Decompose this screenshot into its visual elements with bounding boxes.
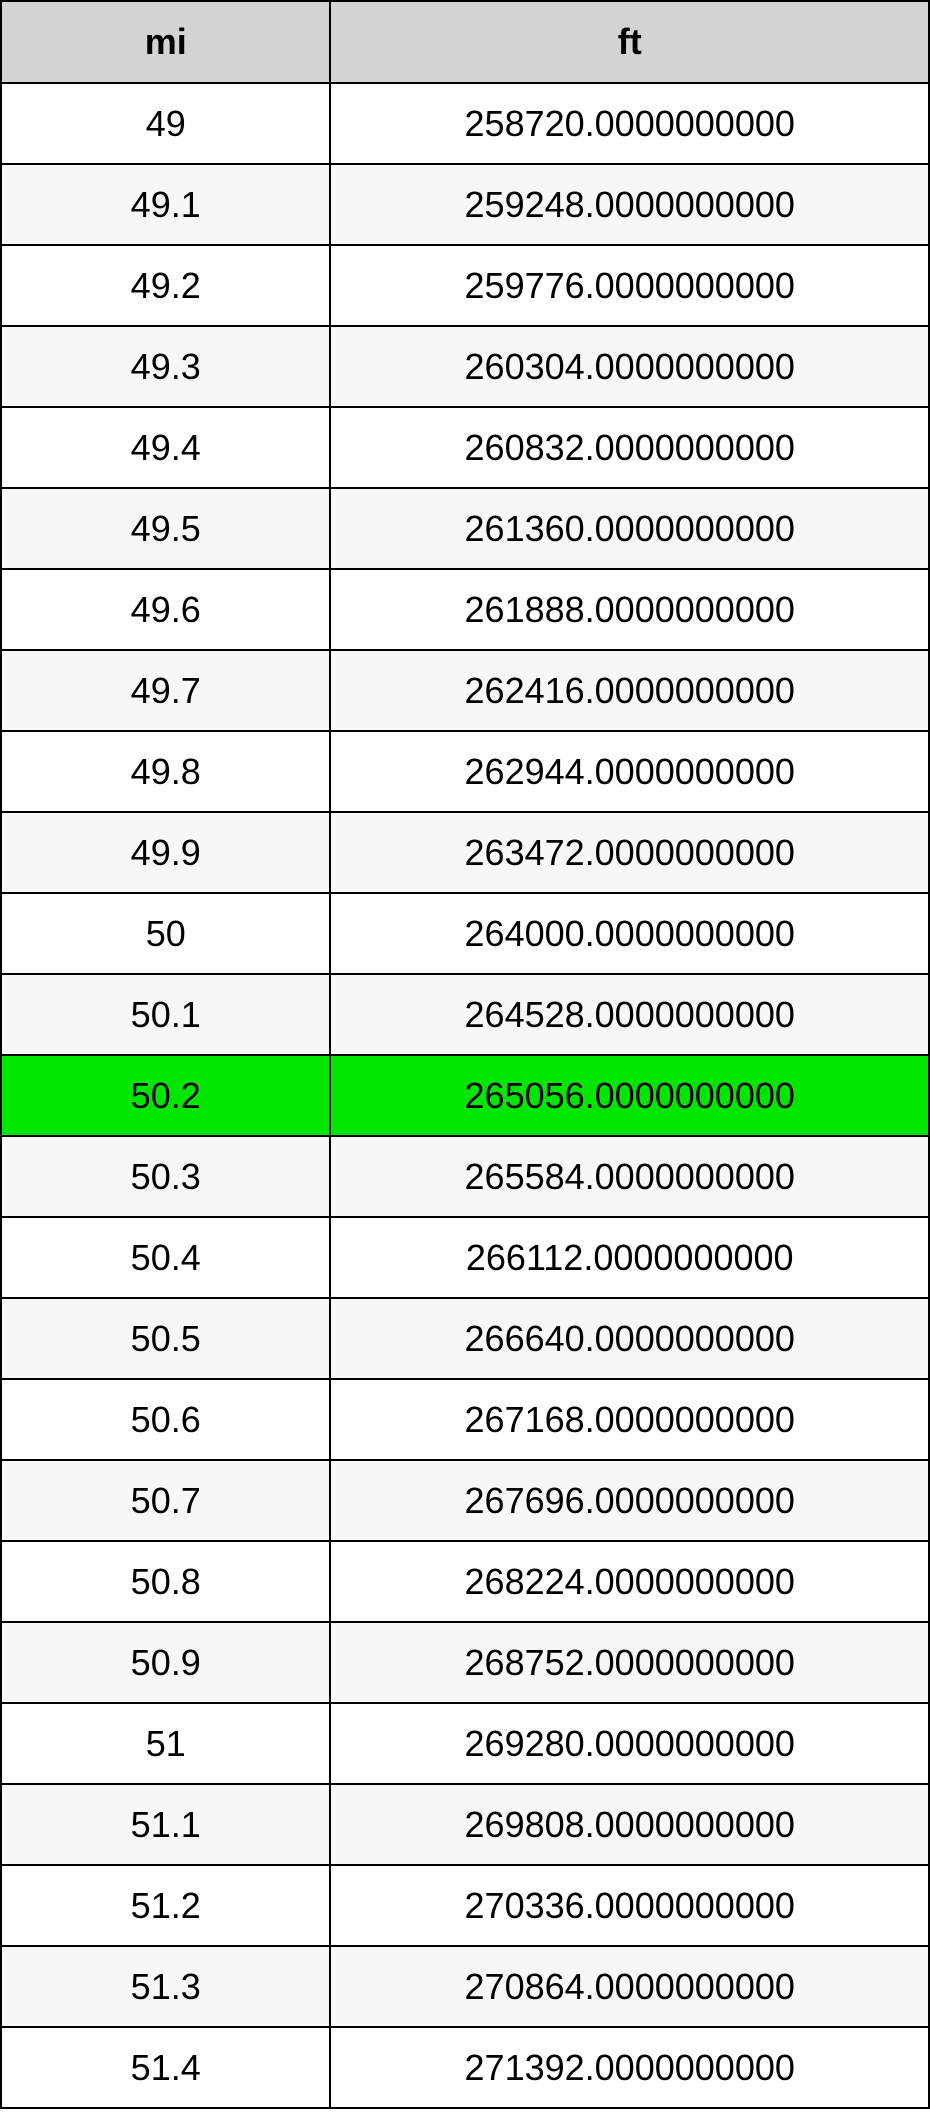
cell-ft: 264528.0000000000 (330, 974, 929, 1055)
cell-ft: 261888.0000000000 (330, 569, 929, 650)
cell-ft: 269808.0000000000 (330, 1784, 929, 1865)
cell-ft: 259248.0000000000 (330, 164, 929, 245)
cell-mi: 50.1 (1, 974, 330, 1055)
cell-ft: 263472.0000000000 (330, 812, 929, 893)
cell-mi: 51.4 (1, 2027, 330, 2108)
cell-mi: 49.3 (1, 326, 330, 407)
table-row: 51.4271392.0000000000 (1, 2027, 929, 2108)
table-row: 51.2270336.0000000000 (1, 1865, 929, 1946)
cell-mi: 50.3 (1, 1136, 330, 1217)
table-row: 50.2265056.0000000000 (1, 1055, 929, 1136)
cell-ft: 259776.0000000000 (330, 245, 929, 326)
table-row: 49.6261888.0000000000 (1, 569, 929, 650)
cell-mi: 51.2 (1, 1865, 330, 1946)
table-row: 50264000.0000000000 (1, 893, 929, 974)
cell-ft: 258720.0000000000 (330, 83, 929, 164)
table-row: 50.4266112.0000000000 (1, 1217, 929, 1298)
cell-ft: 266640.0000000000 (330, 1298, 929, 1379)
table-row: 50.8268224.0000000000 (1, 1541, 929, 1622)
table-row: 49.7262416.0000000000 (1, 650, 929, 731)
table-body: 49258720.000000000049.1259248.0000000000… (1, 83, 929, 2108)
cell-mi: 49.5 (1, 488, 330, 569)
table-row: 50.3265584.0000000000 (1, 1136, 929, 1217)
cell-mi: 49.2 (1, 245, 330, 326)
cell-ft: 262944.0000000000 (330, 731, 929, 812)
cell-mi: 50.4 (1, 1217, 330, 1298)
cell-ft: 270864.0000000000 (330, 1946, 929, 2027)
table-row: 49258720.0000000000 (1, 83, 929, 164)
cell-ft: 267696.0000000000 (330, 1460, 929, 1541)
table-row: 50.7267696.0000000000 (1, 1460, 929, 1541)
column-header-ft: ft (330, 1, 929, 83)
table-header-row: mi ft (1, 1, 929, 83)
cell-ft: 270336.0000000000 (330, 1865, 929, 1946)
cell-mi: 49.9 (1, 812, 330, 893)
cell-mi: 50.5 (1, 1298, 330, 1379)
cell-mi: 50.7 (1, 1460, 330, 1541)
cell-mi: 50.6 (1, 1379, 330, 1460)
table-row: 49.2259776.0000000000 (1, 245, 929, 326)
table-row: 49.9263472.0000000000 (1, 812, 929, 893)
cell-ft: 269280.0000000000 (330, 1703, 929, 1784)
cell-mi: 50.8 (1, 1541, 330, 1622)
cell-ft: 265584.0000000000 (330, 1136, 929, 1217)
cell-ft: 268752.0000000000 (330, 1622, 929, 1703)
table-row: 51.1269808.0000000000 (1, 1784, 929, 1865)
cell-mi: 49.4 (1, 407, 330, 488)
cell-ft: 260832.0000000000 (330, 407, 929, 488)
cell-ft: 265056.0000000000 (330, 1055, 929, 1136)
table-row: 49.1259248.0000000000 (1, 164, 929, 245)
table-row: 50.1264528.0000000000 (1, 974, 929, 1055)
cell-mi: 49.6 (1, 569, 330, 650)
cell-mi: 49 (1, 83, 330, 164)
cell-ft: 264000.0000000000 (330, 893, 929, 974)
cell-mi: 50.2 (1, 1055, 330, 1136)
table-row: 51.3270864.0000000000 (1, 1946, 929, 2027)
table-row: 50.6267168.0000000000 (1, 1379, 929, 1460)
cell-mi: 49.1 (1, 164, 330, 245)
cell-ft: 271392.0000000000 (330, 2027, 929, 2108)
cell-ft: 266112.0000000000 (330, 1217, 929, 1298)
table-row: 49.4260832.0000000000 (1, 407, 929, 488)
cell-mi: 49.8 (1, 731, 330, 812)
table-row: 49.5261360.0000000000 (1, 488, 929, 569)
cell-mi: 51.3 (1, 1946, 330, 2027)
conversion-table: mi ft 49258720.000000000049.1259248.0000… (0, 0, 930, 2109)
table-row: 50.9268752.0000000000 (1, 1622, 929, 1703)
cell-mi: 51 (1, 1703, 330, 1784)
cell-ft: 260304.0000000000 (330, 326, 929, 407)
cell-mi: 49.7 (1, 650, 330, 731)
cell-mi: 51.1 (1, 1784, 330, 1865)
column-header-mi: mi (1, 1, 330, 83)
cell-mi: 50.9 (1, 1622, 330, 1703)
table-row: 49.3260304.0000000000 (1, 326, 929, 407)
table-row: 49.8262944.0000000000 (1, 731, 929, 812)
cell-ft: 268224.0000000000 (330, 1541, 929, 1622)
table-row: 50.5266640.0000000000 (1, 1298, 929, 1379)
cell-mi: 50 (1, 893, 330, 974)
cell-ft: 267168.0000000000 (330, 1379, 929, 1460)
cell-ft: 261360.0000000000 (330, 488, 929, 569)
cell-ft: 262416.0000000000 (330, 650, 929, 731)
table-row: 51269280.0000000000 (1, 1703, 929, 1784)
